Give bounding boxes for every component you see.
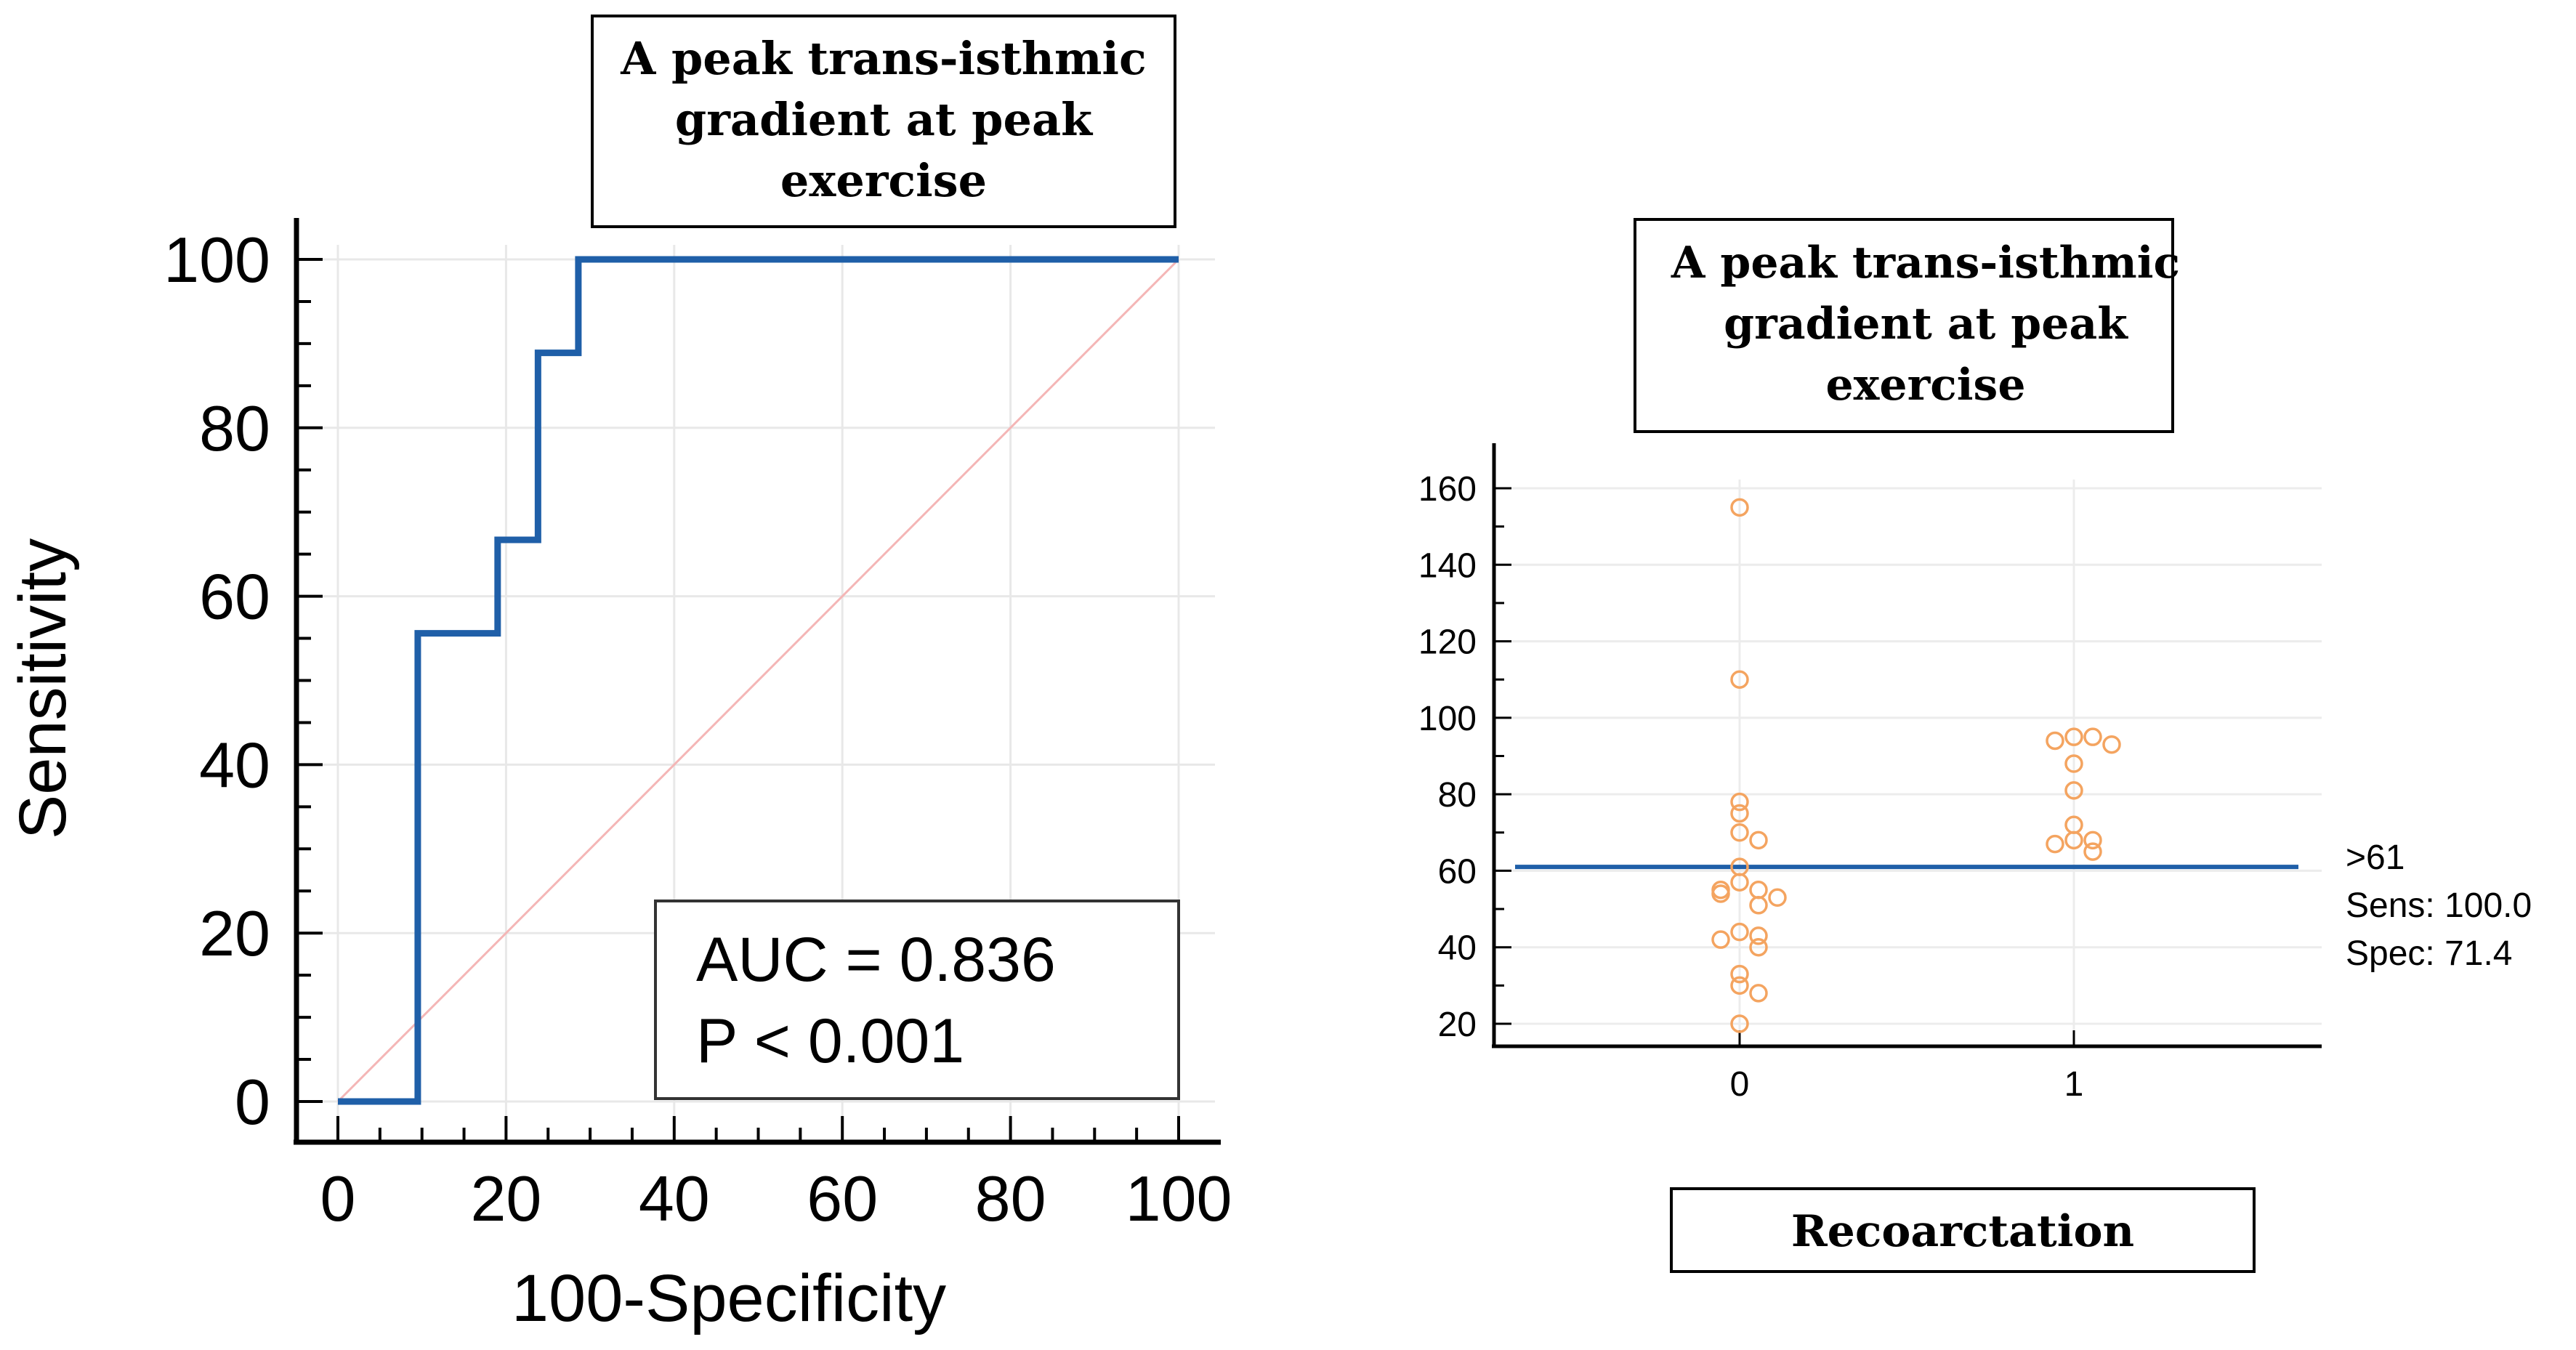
data-point: [2083, 727, 2102, 746]
p-value-label: P < 0.001: [696, 1006, 964, 1076]
roc-y-axis-label: Sensitivity: [6, 538, 80, 839]
data-point: [2046, 834, 2064, 854]
data-point: [1730, 498, 1749, 517]
dot-y-tick-label: 20: [1438, 1006, 1477, 1044]
roc-title-line-2: gradient at peak: [675, 93, 1094, 146]
data-point: [2083, 830, 2102, 850]
roc-x-tick-label: 40: [639, 1163, 710, 1234]
data-point: [1730, 670, 1749, 689]
roc-annotation-box: AUC = 0.836 P < 0.001: [654, 900, 1180, 1100]
roc-y-tick-label: 20: [199, 897, 270, 969]
dot-x-tick-label: 0: [1730, 1065, 1750, 1104]
data-point: [2064, 754, 2083, 773]
roc-title-line-3: exercise: [780, 154, 987, 207]
data-point: [1749, 926, 1768, 945]
dot-x-axis-label: Recoarctation: [1791, 1206, 2134, 1257]
roc-x-tick-label: 0: [320, 1163, 356, 1234]
dot-y-tick-label: 160: [1418, 470, 1477, 509]
roc-tick-labels: 0 20 40 60 80 100 0 20 40 60 80 100: [163, 224, 1232, 1234]
data-point: [1749, 937, 1768, 957]
data-point: [2083, 842, 2102, 861]
data-point: [1768, 888, 1787, 908]
data-point: [1730, 922, 1749, 942]
data-point: [2064, 781, 2083, 800]
dot-y-tick-label: 40: [1438, 929, 1477, 968]
roc-reference-line: [336, 258, 1180, 1103]
roc-reference-diagonal: [336, 258, 1180, 1103]
data-point: [1730, 792, 1749, 812]
dot-x-axis-label-box: Recoarctation: [1670, 1187, 2256, 1273]
roc-axes: [294, 218, 1221, 1145]
data-point: [1749, 830, 1768, 850]
data-point: [1730, 823, 1749, 842]
roc-chart: 0 20 40 60 80 100 0 20 40 60 80 100 100-Specificity…: [6, 15, 1232, 1335]
data-point: [1749, 984, 1768, 1003]
dot-y-tick-label: 140: [1418, 546, 1477, 585]
dot-axes: [1492, 443, 2322, 1048]
data-point: [1730, 873, 1749, 892]
roc-x-tick-label: 100: [1126, 1163, 1232, 1234]
roc-title-line-1: A peak trans-isthmic: [620, 32, 1146, 85]
data-point: [1711, 930, 1730, 949]
data-point: [1711, 884, 1730, 903]
cutoff-label-sensitivity: Sens: 100.0: [2346, 886, 2532, 925]
dot-tick-labels: 20 40 60 80 100 120 140 160 0 1: [1418, 470, 2083, 1104]
roc-y-tick-label: 80: [199, 392, 270, 464]
data-point: [1730, 964, 1749, 984]
dot-y-tick-label: 120: [1418, 623, 1477, 662]
roc-x-tick-label: 20: [470, 1163, 541, 1234]
dot-x-tick-label: 1: [2064, 1065, 2084, 1104]
data-point: [1749, 896, 1768, 915]
dot-plot-chart: 20 40 60 80 100 120 140 160 0 1 A peak trans-isth…: [1418, 218, 2532, 1273]
roc-curve-line: [338, 256, 1179, 1105]
roc-title-box: A peak trans-isthmic gradient at peak ex…: [591, 15, 1176, 228]
dot-title-line-1: A peak trans-isthmic: [1671, 238, 2180, 288]
roc-x-tick-label: 80: [975, 1163, 1046, 1234]
roc-y-tick-label: 0: [235, 1066, 270, 1138]
dot-grid: [1494, 480, 2322, 1046]
cutoff-label-value: >61: [2346, 838, 2405, 877]
data-point: [2046, 731, 2064, 751]
dot-title-line-3: exercise: [1825, 360, 2025, 411]
roc-x-axis-label: 100-Specificity: [512, 1261, 946, 1335]
data-point: [2102, 735, 2121, 754]
dot-title-line-2: gradient at peak: [1724, 299, 2128, 349]
data-point: [1730, 976, 1749, 995]
roc-y-tick-label: 40: [199, 729, 270, 801]
dot-y-tick-label: 100: [1418, 700, 1477, 738]
roc-y-tick-label: 60: [199, 561, 270, 633]
auc-label: AUC = 0.836: [696, 925, 1056, 995]
roc-y-tick-label: 100: [163, 224, 270, 296]
dot-points: [1711, 498, 2121, 1033]
dot-y-tick-label: 60: [1438, 852, 1477, 891]
dot-y-tick-label: 80: [1438, 776, 1477, 815]
dot-title-box: A peak trans-isthmic gradient at peak ex…: [1634, 218, 2180, 433]
roc-grid: [294, 245, 1215, 1116]
data-point: [1749, 881, 1768, 900]
data-point: [1730, 804, 1749, 823]
cutoff-label-specificity: Spec: 71.4: [2346, 934, 2513, 973]
roc-curve: [338, 256, 1179, 1105]
data-point: [1730, 1014, 1749, 1033]
data-point: [2064, 830, 2083, 850]
data-point: [2064, 727, 2083, 746]
roc-x-tick-label: 60: [807, 1163, 878, 1234]
